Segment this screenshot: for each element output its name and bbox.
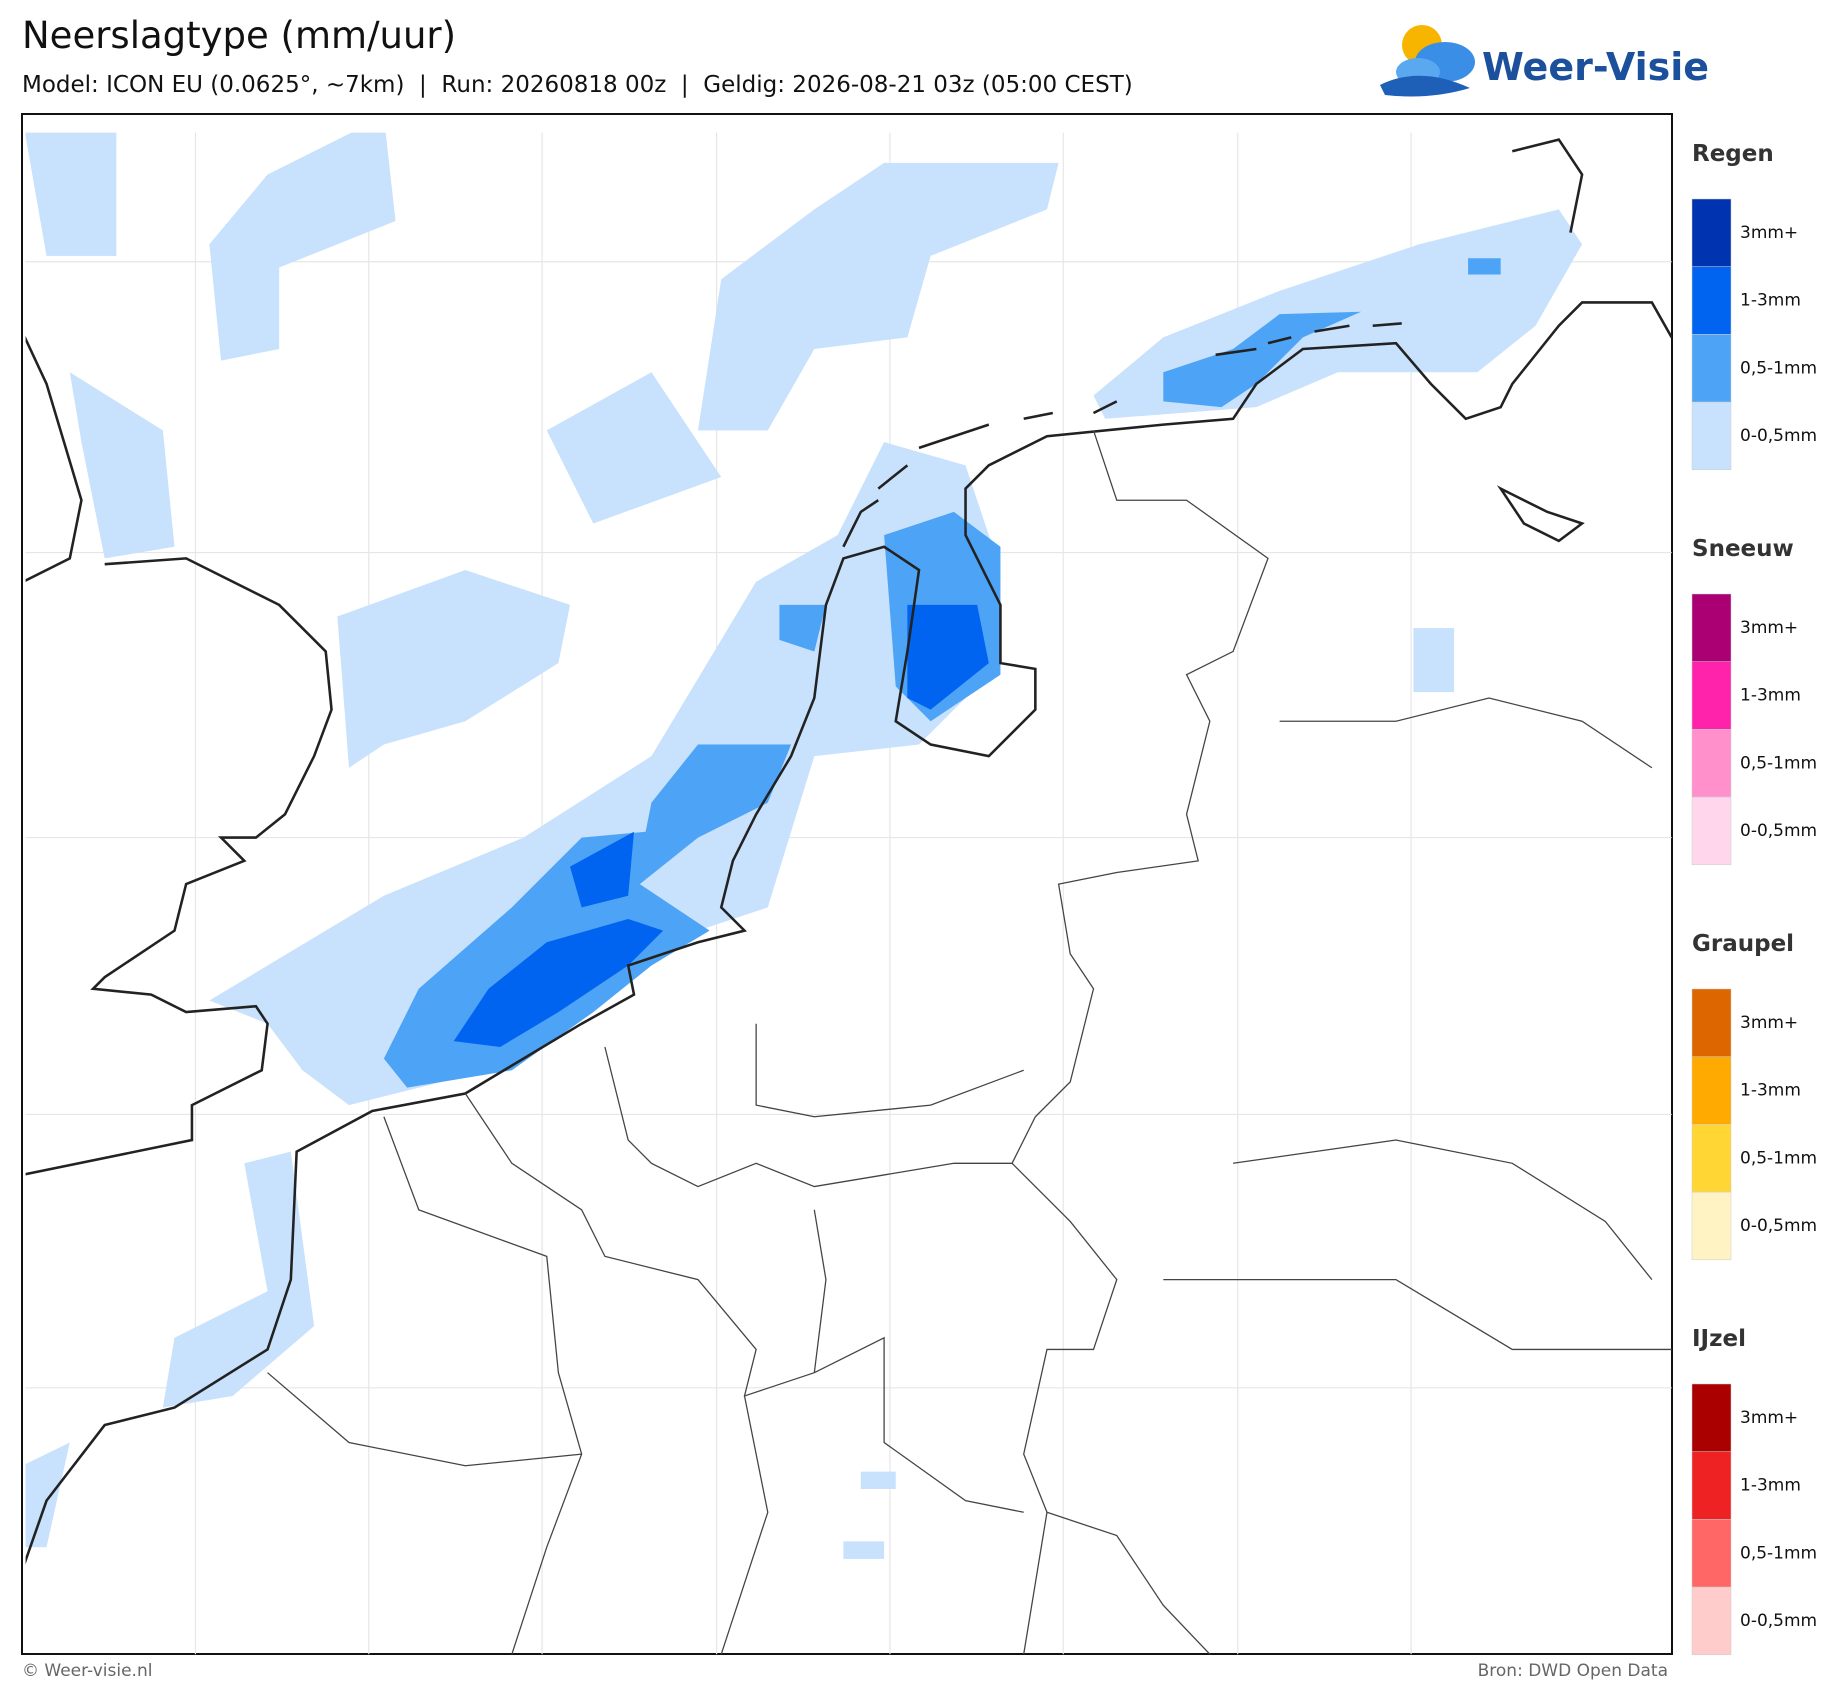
legend-swatch: [1691, 729, 1732, 798]
legend-title: IJzel: [1692, 1326, 1746, 1352]
legend-label: 0-0,5mm: [1740, 1611, 1817, 1631]
legend-label: 1-3mm: [1740, 686, 1801, 706]
legend-swatch: [1691, 266, 1732, 335]
legend-label: 0,5-1mm: [1740, 753, 1817, 773]
legend-label: 3mm+: [1740, 223, 1798, 243]
legend-swatch: [1691, 796, 1732, 866]
legend-label: 0-0,5mm: [1740, 426, 1817, 446]
legend-swatch: [1691, 1124, 1732, 1193]
legend-label: 3mm+: [1740, 618, 1798, 638]
legend-label: 0,5-1mm: [1740, 1543, 1817, 1563]
map: [21, 113, 1673, 1655]
legend-label: 1-3mm: [1740, 291, 1801, 311]
legend-title: Regen: [1692, 141, 1774, 167]
legend-label: 1-3mm: [1740, 1081, 1801, 1101]
legend-swatch: [1691, 401, 1732, 471]
legend-label: 0,5-1mm: [1740, 1148, 1817, 1168]
footer-left: © Weer-visie.nl: [22, 1661, 152, 1681]
legend-label: 3mm+: [1740, 1013, 1798, 1033]
legend-swatch: [1691, 1191, 1732, 1261]
borders: [267, 430, 1672, 1655]
legend-label: 1-3mm: [1740, 1476, 1801, 1496]
legend-swatch: [1691, 661, 1732, 730]
legend-swatch: [1691, 988, 1732, 1057]
legend-swatch: [1691, 1586, 1732, 1656]
legend-title: Sneeuw: [1692, 536, 1794, 562]
coastlines: [25, 138, 1673, 1565]
legend: Regen 3mm+ 1-3mm 0,5-1mm 0-0,5mm Sneeuw 3mm+ 1-…: [1691, 141, 1817, 1656]
legend-swatch: [1691, 1383, 1732, 1452]
legend-swatch: [1691, 1056, 1732, 1125]
legend-swatch: [1691, 334, 1732, 403]
legend-swatch: [1691, 198, 1732, 267]
title: Neerslagtype (mm/uur): [22, 14, 456, 57]
legend-swatch: [1691, 1519, 1732, 1588]
subtitle: Model: ICON EU (0.0625°, ~7km) | Run: 20…: [22, 72, 1133, 98]
legend-swatch: [1691, 1451, 1732, 1520]
legend-swatch: [1691, 593, 1732, 662]
legend-label: 3mm+: [1740, 1408, 1798, 1428]
footer-right: Bron: DWD Open Data: [1478, 1661, 1668, 1681]
legend-label: 0-0,5mm: [1740, 821, 1817, 841]
legend-title: Graupel: [1692, 931, 1794, 957]
logo: Weer-Visie: [1380, 25, 1709, 97]
legend-label: 0-0,5mm: [1740, 1216, 1817, 1236]
logo-text: Weer-Visie: [1482, 45, 1709, 89]
precipitation: [25, 132, 1583, 1559]
legend-label: 0,5-1mm: [1740, 358, 1817, 378]
